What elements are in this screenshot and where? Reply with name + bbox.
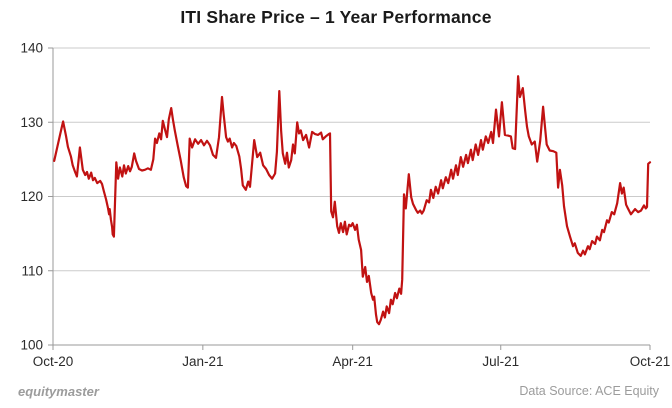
y-tick-label: 130 (20, 115, 43, 130)
data-source-note: Data Source: ACE Equity (519, 384, 659, 398)
y-tick-label: 110 (21, 263, 43, 278)
x-tick-label: Apr-21 (332, 354, 373, 369)
y-tick-label: 140 (20, 41, 43, 56)
y-tick-label: 120 (20, 189, 43, 204)
equitymaster-logo: equitymaster (18, 384, 99, 399)
chart-title: ITI Share Price – 1 Year Performance (180, 7, 492, 27)
x-tick-label: Oct-20 (33, 354, 74, 369)
y-tick-label: 100 (20, 338, 43, 353)
x-tick-label: Oct-21 (630, 354, 671, 369)
x-tick-label: Jan-21 (182, 354, 223, 369)
x-tick-label: Jul-21 (482, 354, 519, 369)
price-line (53, 75, 652, 326)
